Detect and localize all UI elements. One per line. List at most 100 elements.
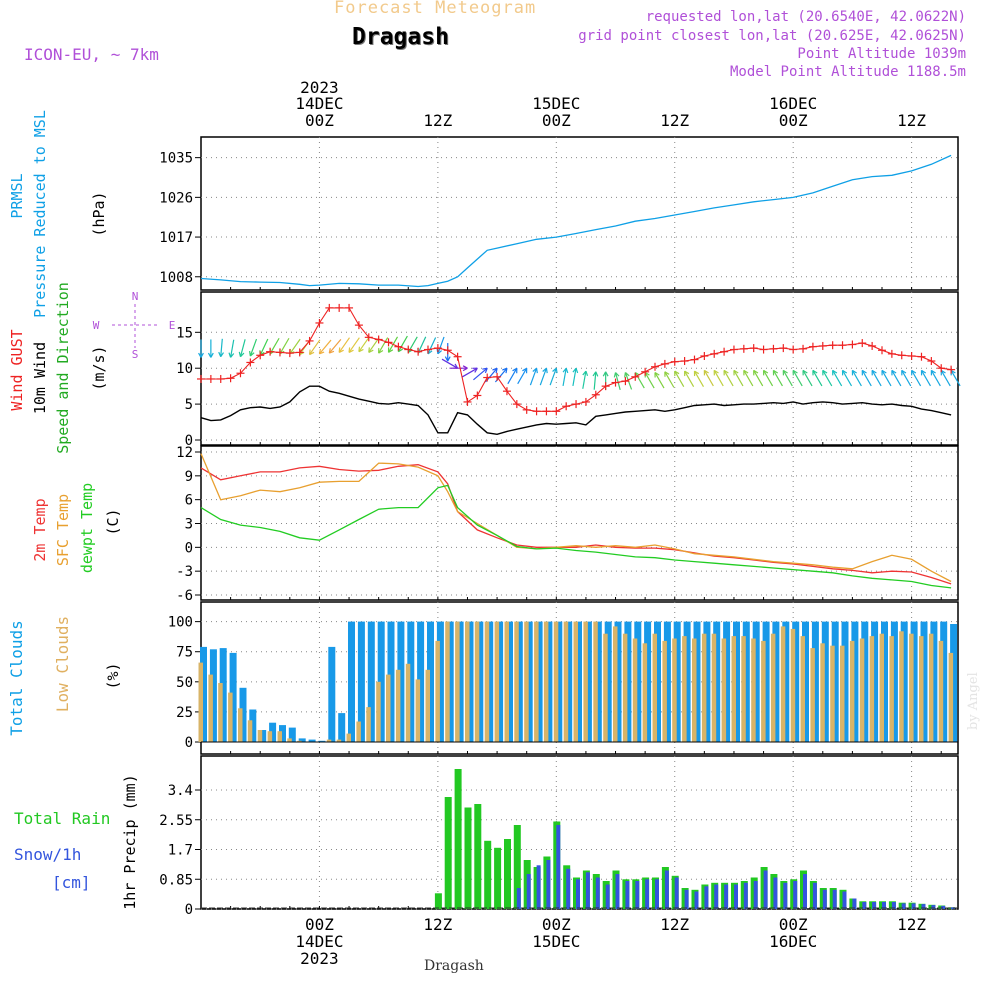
wind-arrow bbox=[713, 369, 724, 387]
snow-bar bbox=[684, 889, 689, 910]
low-cloud-bar bbox=[701, 633, 707, 742]
wind-arrow-head bbox=[743, 369, 749, 374]
wind-arrow-shaft bbox=[654, 372, 665, 389]
total-cloud-bar bbox=[249, 709, 257, 742]
total-cloud-bar bbox=[209, 649, 217, 742]
series-line-wind-gust bbox=[201, 307, 952, 412]
t2m-label: 2m Temp bbox=[31, 498, 49, 561]
model-point-altitude: Model Point Altitude 1188.5m bbox=[729, 64, 966, 80]
total-cloud-bar bbox=[851, 621, 859, 742]
total-cloud-bar bbox=[861, 621, 869, 742]
wind-arrow bbox=[328, 338, 342, 354]
total-cloud-bar bbox=[269, 722, 277, 742]
total-cloud-bar bbox=[831, 621, 839, 742]
low-cloud-bar bbox=[228, 692, 233, 742]
total-cloud-bar bbox=[772, 621, 780, 742]
wind-arrow-head bbox=[654, 372, 660, 376]
wind-arrow-shaft bbox=[318, 339, 332, 355]
rain-bar bbox=[484, 840, 492, 910]
wind-arrow-head bbox=[329, 350, 335, 354]
total-cloud-bar bbox=[545, 621, 553, 742]
wind-arrow bbox=[582, 370, 589, 389]
snow-bar bbox=[872, 902, 877, 909]
top-time-label: 00Z bbox=[779, 111, 808, 130]
low-cloud-bar bbox=[366, 707, 371, 742]
y-tick-label: 0 bbox=[185, 902, 193, 918]
cloud-unit-label: (%) bbox=[104, 662, 122, 689]
wind-arrow-head bbox=[318, 348, 322, 354]
wind-arrow-head bbox=[852, 369, 857, 374]
snow-bar bbox=[516, 888, 521, 909]
wind-arrow-head bbox=[822, 369, 828, 374]
snow-bar bbox=[625, 881, 630, 909]
wind-arrow-shaft bbox=[861, 370, 872, 387]
bottom-time-label: 00Z bbox=[305, 915, 334, 934]
low-cloud-bar bbox=[711, 633, 717, 742]
wind-arrow-head bbox=[782, 369, 788, 374]
wind-arrow-head bbox=[881, 369, 887, 374]
wind-arrow-head bbox=[512, 367, 518, 372]
bottom-time-label: 00Z bbox=[779, 915, 808, 934]
total-cloud-bar bbox=[288, 727, 296, 742]
y-tick-label: -6 bbox=[176, 588, 193, 604]
total-cloud-bar bbox=[535, 621, 543, 742]
wind-arrow bbox=[207, 339, 214, 358]
wind-arrow-head bbox=[338, 349, 344, 353]
low-cloud-bar bbox=[356, 721, 361, 742]
bottom-time-label: 14DEC bbox=[295, 932, 343, 951]
wind-arrow-shaft bbox=[950, 370, 961, 387]
y-tick-label: 5 bbox=[185, 397, 193, 413]
wind-arrow-head bbox=[200, 352, 204, 358]
total-cloud-bar bbox=[427, 621, 434, 742]
total-cloud-bar bbox=[663, 621, 671, 742]
wind-arrow-shaft bbox=[901, 370, 912, 387]
wind-arrow-head bbox=[950, 369, 956, 374]
low-cloud-bar bbox=[524, 621, 529, 742]
snow-bar bbox=[743, 882, 748, 910]
wind-arrow bbox=[427, 337, 437, 355]
snow-bar bbox=[566, 868, 571, 910]
wind-arrow-shaft bbox=[249, 338, 258, 357]
wind-arrow-shaft bbox=[437, 336, 445, 355]
wind-arrow-head bbox=[832, 369, 838, 374]
wind-arrow-head bbox=[427, 350, 433, 355]
total-cloud-bar bbox=[910, 621, 918, 742]
series-line-10m-wind bbox=[200, 385, 952, 436]
wind-arrow-shaft bbox=[239, 339, 246, 357]
low-cloud-bar bbox=[415, 679, 421, 742]
snow-bar bbox=[655, 879, 659, 910]
low-clouds-label: Low Clouds bbox=[53, 616, 72, 712]
low-cloud-bar bbox=[642, 643, 648, 742]
wind-arrow-head bbox=[585, 370, 589, 377]
y-tick-label: -3 bbox=[176, 564, 193, 580]
total-cloud-bar bbox=[920, 621, 928, 742]
wind-arrow bbox=[318, 339, 332, 355]
wind-arrow bbox=[684, 370, 695, 387]
wind-arrow-shaft bbox=[517, 367, 528, 385]
wind-arrow-head bbox=[582, 370, 587, 376]
total-cloud-bar bbox=[338, 713, 346, 742]
wind-arrow bbox=[782, 369, 793, 387]
snow-bar bbox=[822, 889, 827, 910]
low-cloud-bar bbox=[603, 633, 608, 742]
wind-arrow bbox=[871, 369, 882, 387]
low-cloud-bar bbox=[573, 621, 578, 742]
total-cloud-bar bbox=[762, 621, 770, 742]
total-cloud-bar bbox=[486, 621, 494, 742]
low-cloud-bar bbox=[741, 636, 746, 742]
top-time-label: 12Z bbox=[897, 111, 926, 130]
wind-arrow bbox=[441, 358, 459, 369]
low-cloud-bar bbox=[938, 640, 944, 742]
wind-arrow-shaft bbox=[328, 338, 342, 354]
temp-unit-label: (C) bbox=[104, 508, 122, 535]
low-cloud-bar bbox=[879, 633, 884, 742]
wind-arrow bbox=[674, 370, 685, 387]
wind-arrow-shaft bbox=[259, 338, 269, 356]
low-cloud-bar bbox=[534, 621, 539, 742]
wind-arrow-shaft bbox=[549, 367, 557, 386]
wind-arrow-shaft bbox=[441, 358, 458, 369]
pressure-unit-label: (hPa) bbox=[90, 191, 108, 236]
grid-coords: grid point closest lon,lat (20.625E, 42.… bbox=[578, 28, 966, 44]
wind-arrow bbox=[832, 369, 843, 387]
wind-arrow bbox=[723, 369, 734, 387]
